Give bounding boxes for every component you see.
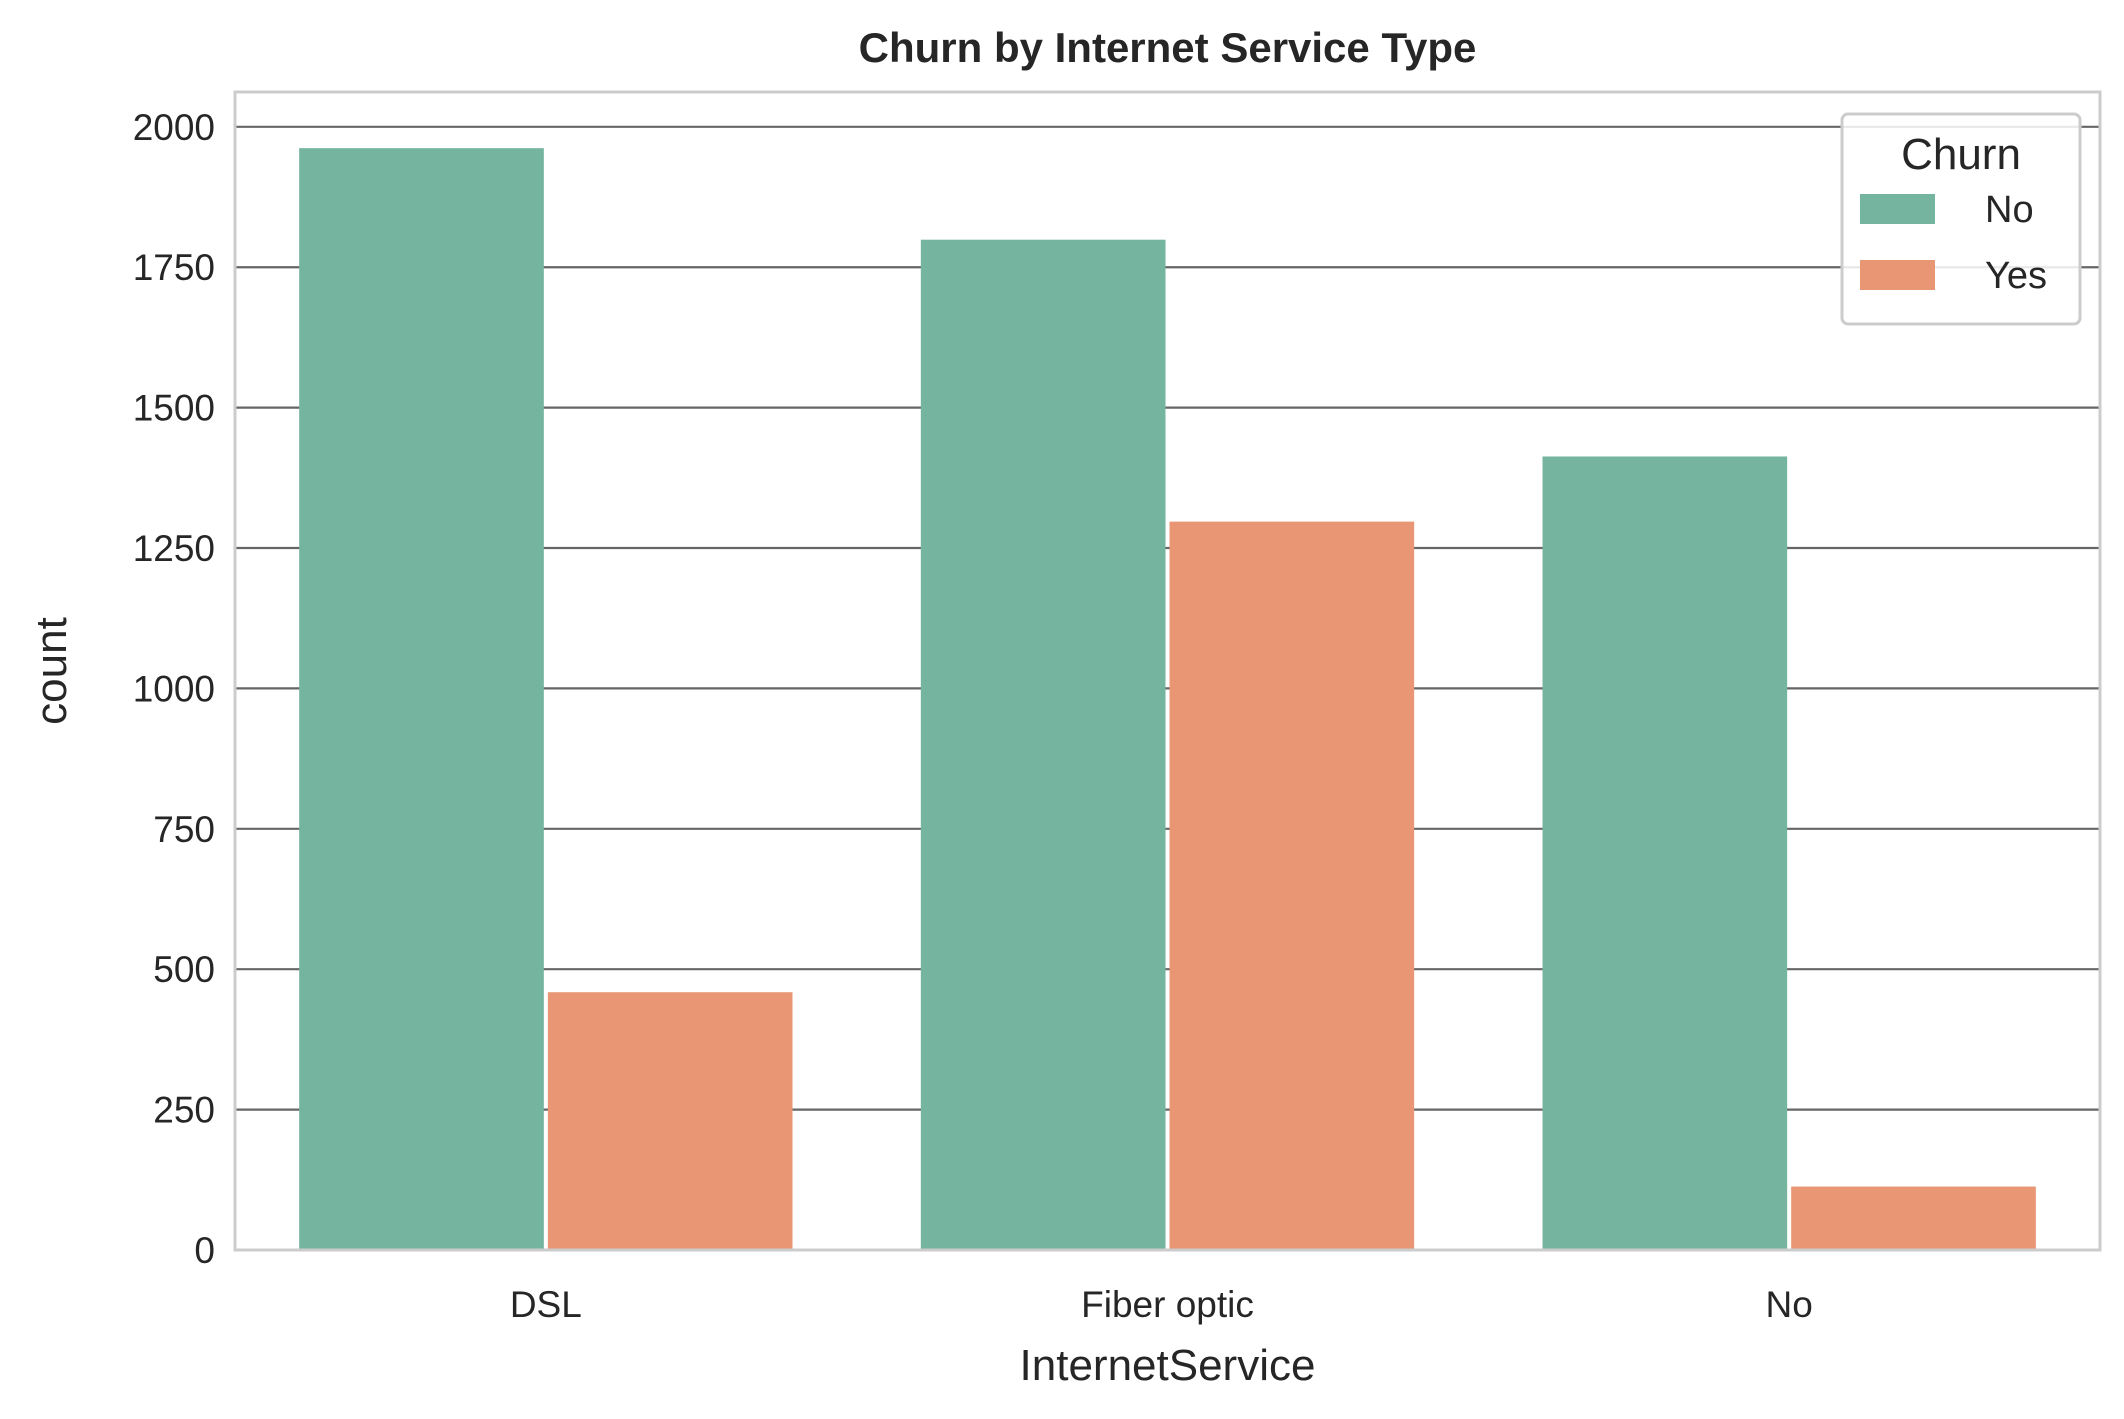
- y-axis-label: count: [27, 617, 76, 725]
- plot-frame: [233, 90, 2102, 1252]
- x-tick-label: No: [1766, 1284, 1813, 1325]
- y-tick-label: 1000: [133, 668, 215, 709]
- legend-title: Churn: [1901, 130, 2021, 179]
- y-tick-label: 500: [153, 949, 215, 990]
- x-tick-label: Fiber optic: [1081, 1284, 1254, 1325]
- bar-fiber-optic-yes: [1169, 521, 1415, 1250]
- bar-no-yes: [1791, 1186, 2036, 1250]
- bar-no-no: [1542, 456, 1788, 1250]
- legend: Churn No Yes: [1840, 112, 2082, 326]
- bar-dsl-yes: [547, 992, 793, 1250]
- y-tick-labels: 0 250 500 750 1000 1250 1500 1750 2000: [133, 107, 215, 1271]
- bar-dsl-no: [299, 148, 544, 1251]
- y-tick-label: 0: [194, 1230, 215, 1271]
- bar-fiber-optic-no: [920, 239, 1166, 1250]
- y-tick-label: 750: [153, 809, 215, 850]
- chart-title: Churn by Internet Service Type: [859, 24, 1477, 71]
- x-tick-labels: DSL Fiber optic No: [510, 1284, 1813, 1325]
- y-tick-label: 2000: [133, 107, 215, 148]
- legend-items: No Yes: [1860, 189, 2047, 297]
- y-tick-label: 1750: [133, 247, 215, 288]
- y-tick-label: 1500: [133, 388, 215, 429]
- legend-swatch-no: [1860, 194, 1935, 224]
- bars: [299, 148, 2036, 1251]
- x-axis-label: InternetService: [1020, 1341, 1316, 1390]
- y-tick-label: 250: [153, 1090, 215, 1131]
- legend-swatch-yes: [1860, 260, 1935, 290]
- legend-label-no: No: [1985, 189, 2034, 231]
- gridlines: [235, 125, 2100, 1111]
- legend-label-yes: Yes: [1985, 255, 2047, 297]
- y-tick-label: 1250: [133, 528, 215, 569]
- x-tick-label: DSL: [510, 1284, 582, 1325]
